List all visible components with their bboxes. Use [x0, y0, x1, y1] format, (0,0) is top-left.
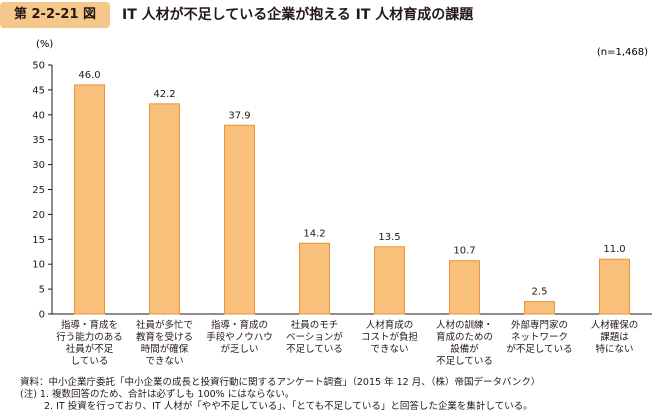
x-tick-label: 指導・育成の手段やノウハウが乏しい	[206, 319, 273, 355]
x-tick-label-line: が乏しい	[220, 343, 258, 355]
axes: 0 5 10 15 20 25 30 35 40 45 50	[32, 61, 652, 321]
bar-value-label: 14.2	[303, 228, 325, 239]
y-tick-label: 0	[39, 310, 45, 321]
x-tick-label-line: 外部専門家の	[511, 319, 568, 331]
x-tick-label: 社員が多忙で教育を受ける時間が確保できない	[136, 319, 193, 367]
x-tick-label-line: 指導・育成を	[61, 319, 118, 331]
bar-value-label: 13.5	[378, 232, 400, 243]
y-tick-label: 15	[32, 235, 45, 246]
y-tick-label: 25	[32, 185, 45, 196]
x-tick-label: 指導・育成を行う能力のある社員が不足している	[56, 319, 123, 367]
x-tick-label-line: 社員が多忙で	[136, 319, 193, 331]
x-tick-label: 外部専門家のネットワークが不足している	[506, 319, 572, 355]
x-tick-label-line: 教育を受ける	[136, 331, 193, 343]
x-tick-label-line: 行う能力のある	[56, 331, 123, 343]
source-note: 資料：中小企業庁委託「中小企業の成長と投資行動に関するアンケート調査」（2015…	[20, 377, 541, 388]
x-tick-label-line: コストが負担	[361, 331, 419, 343]
x-tick-label-line: 時間が確保	[141, 343, 189, 355]
x-tick-label: 人材育成のコストが負担できない	[361, 319, 419, 355]
sample-size-label: (n=1,468)	[597, 47, 648, 58]
figure-number-badge: 第 2-2-21 図	[0, 2, 110, 28]
bar-chart: (%) (n=1,468) 0 5 10 15 20 25 30 35 40 45 50 46.0 指…	[32, 39, 652, 367]
y-tick-label: 10	[32, 260, 45, 271]
footnote-2: 2. IT 投資を行っており、IT 人材が「やや不足している」、「とても不足して…	[44, 401, 533, 412]
x-tick-label-line: 課題は	[600, 331, 629, 343]
x-tick-label-line: 手段やノウハウ	[206, 331, 273, 343]
x-tick-label-line: 指導・育成の	[211, 319, 268, 331]
y-tick-label: 40	[32, 110, 45, 121]
bar	[74, 84, 105, 315]
x-tick-label: 社員のモチベーションが不足している	[286, 319, 343, 355]
bar	[524, 301, 555, 315]
x-tick-label-line: ベーションが	[286, 331, 343, 343]
y-tick-label: 5	[39, 285, 45, 296]
x-tick-label: 人材確保の課題は特にない	[591, 319, 639, 355]
figure-title: IT 人材が不足している企業が抱える IT 人材育成の課題	[122, 7, 474, 23]
y-axis-label: (%)	[36, 39, 53, 50]
x-tick-label-line: できない	[145, 356, 183, 367]
bar	[149, 103, 180, 315]
bar-value-label: 42.2	[153, 89, 175, 100]
x-tick-label-line: できない	[370, 344, 408, 355]
x-tick-label-line: 不足している	[286, 344, 343, 355]
y-tick-label: 50	[32, 61, 45, 72]
x-tick-label-line: 人材の訓練・	[436, 319, 493, 331]
x-tick-label-line: 社員が不足	[66, 343, 114, 355]
bar-value-label: 10.7	[453, 246, 475, 257]
footnote-1: (注) 1. 複数回答のため、合計は必ずしも 100% にはならない。	[20, 389, 295, 400]
bar	[599, 258, 630, 315]
bars	[74, 84, 630, 315]
x-tick-label-line: している	[71, 356, 109, 367]
x-tick-label-line: 特にない	[595, 343, 633, 355]
labels: 46.0 指導・育成を行う能力のある社員が不足している 42.2 社員が多忙で教育を受…	[56, 70, 638, 367]
bar	[449, 260, 480, 315]
bar	[224, 124, 255, 315]
bar	[299, 242, 330, 315]
x-tick-label-line: 不足している	[436, 356, 493, 367]
x-tick-label-line: 人材育成の	[366, 319, 414, 331]
x-tick-label-line: 人材確保の	[591, 319, 639, 331]
x-tick-label-line: 設備が	[450, 343, 479, 355]
x-tick-label-line: が不足している	[506, 343, 572, 355]
y-tick-label: 45	[32, 85, 45, 96]
x-tick-label: 人材の訓練・育成のための設備が不足している	[436, 319, 493, 367]
y-tick-label: 30	[32, 160, 45, 171]
y-tick-label: 35	[32, 135, 45, 146]
bar	[374, 246, 405, 315]
x-tick-label-line: 育成のための	[436, 331, 493, 343]
bar-value-label: 37.9	[228, 110, 250, 121]
bar-value-label: 11.0	[603, 244, 625, 255]
y-tick-label: 20	[32, 210, 45, 221]
bar-value-label: 2.5	[532, 287, 548, 298]
x-tick-label-line: 社員のモチ	[291, 319, 339, 331]
x-tick-label-line: ネットワーク	[511, 332, 568, 343]
bar-value-label: 46.0	[78, 70, 100, 81]
